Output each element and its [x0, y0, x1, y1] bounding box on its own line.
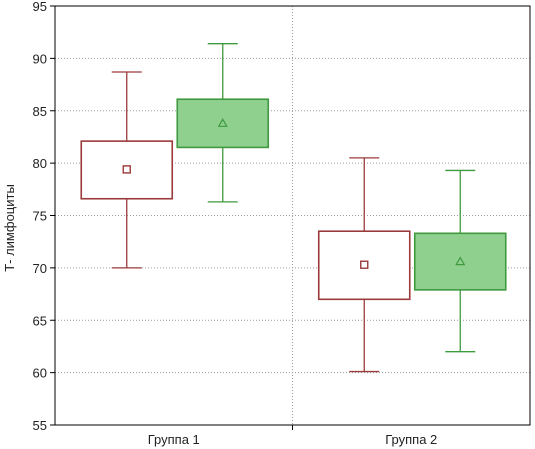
box-series	[80, 43, 507, 373]
y-tick-label-80: 80	[33, 156, 47, 171]
box-2-1	[176, 43, 270, 203]
box-2-2	[413, 169, 507, 353]
axes: 55 60 65 70 75 80 85 90 95 Группа 1 Группа 2	[33, 0, 531, 447]
plot-frame	[54, 5, 531, 426]
y-tick-label-65: 65	[33, 313, 47, 328]
y-tick-label-75: 75	[33, 209, 47, 224]
center-marker-square	[360, 260, 369, 269]
y-tick-label-85: 85	[33, 104, 47, 119]
y-tick-label-70: 70	[33, 261, 47, 276]
x-category-label: Группа 2	[385, 432, 437, 447]
center-marker-triangle	[455, 256, 466, 266]
box-rect	[176, 98, 270, 149]
y-axis-title: Т- лимфоциты	[2, 184, 17, 272]
center-marker-square	[122, 165, 131, 174]
box-1-1	[80, 71, 174, 269]
center-marker-triangle	[217, 118, 228, 127]
grid-lines	[55, 6, 530, 425]
x-category-label: Группа 1	[148, 432, 200, 447]
box-1-2	[317, 157, 411, 373]
y-tick-label-90: 90	[33, 51, 47, 66]
y-tick-label-55: 55	[33, 418, 47, 433]
box-rect	[413, 232, 507, 291]
y-tick-label-95: 95	[33, 0, 47, 14]
y-tick-label-60: 60	[33, 366, 47, 381]
